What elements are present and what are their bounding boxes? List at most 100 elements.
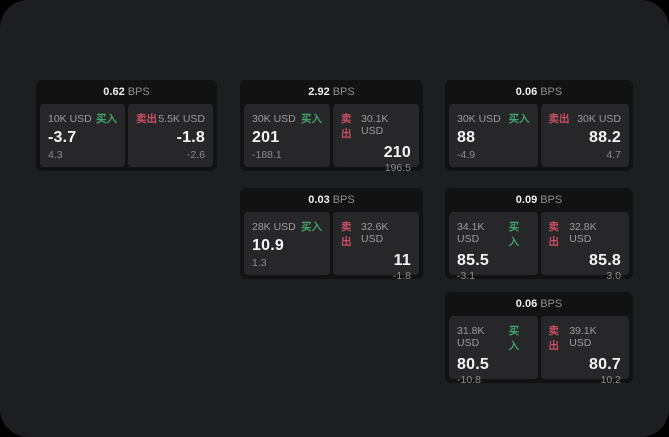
buy-delta: 1.3 <box>252 257 267 269</box>
quote-card-2: 2.92 BPS 30K USD 买入 201 -188.1 卖出 30.1K U… <box>240 80 423 174</box>
spread-header: 0.06 BPS <box>445 80 633 104</box>
sell-price: 11 <box>393 252 411 269</box>
quote-card-4: 0.03 BPS 28K USD 买入 10.9 1.3 卖出 32.6K USD… <box>240 188 423 282</box>
spread-header: 0.03 BPS <box>240 188 423 212</box>
buy-label: 买入 <box>96 113 117 125</box>
spread-value: 2.92 <box>308 86 330 98</box>
buy-price: 80.5 <box>457 356 489 373</box>
buy-panel[interactable]: 30K USD 买入 88 -4.9 <box>449 104 538 167</box>
sell-price: 88.2 <box>589 129 621 146</box>
buy-size: 34.1K USD <box>457 221 485 245</box>
spread-value: 0.06 <box>515 86 538 98</box>
buy-panel[interactable]: 28K USD 买入 10.9 1.3 <box>244 212 330 275</box>
sell-label: 卖出 <box>136 113 157 125</box>
sell-panel-top: 卖出 30.1K USD <box>341 111 411 141</box>
spread-header: 0.62 BPS <box>36 80 217 104</box>
buy-panel[interactable]: 34.1K USD 买入 85.5 -3.1 <box>449 212 538 282</box>
sell-panel[interactable]: 卖出 32.6K USD 11 -1.8 <box>333 212 419 282</box>
buy-size: 10K USD <box>48 113 92 125</box>
buy-label: 买入 <box>508 221 520 248</box>
buy-delta: -188.1 <box>252 149 282 161</box>
buy-price: -3.7 <box>48 129 77 146</box>
sell-panel-top: 卖出 32.6K USD <box>341 219 411 249</box>
quote-card-6: 0.06 BPS 31.8K USD 买入 80.5 -10.8 卖出 39.1K… <box>445 292 633 386</box>
spread-unit-label: BPS <box>540 298 563 310</box>
buy-size: 31.8K USD <box>457 325 485 349</box>
spread-value: 0.62 <box>103 86 125 98</box>
buy-delta: -10.8 <box>457 374 481 386</box>
sell-panel-top: 卖出 39.1K USD <box>549 323 622 353</box>
buy-delta: 4.3 <box>48 149 63 161</box>
sell-panel-top: 卖出 5.5K USD <box>136 111 205 126</box>
sell-panel[interactable]: 卖出 30K USD 88.2 4.7 <box>540 104 629 167</box>
sell-label: 卖出 <box>548 113 570 125</box>
buy-size: 28K USD <box>252 221 296 233</box>
buy-panel-top: 28K USD 买入 <box>252 219 322 234</box>
quote-body: 30K USD 买入 88 -4.9 卖出 30K USD 88.2 4.7 <box>445 104 633 171</box>
spread-unit-label: BPS <box>127 86 150 98</box>
sell-delta: 196.5 <box>384 162 411 174</box>
buy-panel[interactable]: 10K USD 买入 -3.7 4.3 <box>40 104 125 167</box>
sell-size: 30.1K USD <box>360 113 389 137</box>
buy-label: 买入 <box>301 221 322 233</box>
spread-value: 0.09 <box>515 194 538 206</box>
sell-price: 85.8 <box>589 252 621 269</box>
spread-unit-label: BPS <box>540 194 563 206</box>
sell-panel[interactable]: 卖出 39.1K USD 80.7 10.2 <box>540 316 629 386</box>
buy-size: 30K USD <box>252 113 296 125</box>
sell-price: 210 <box>383 144 411 161</box>
sell-delta: 3.0 <box>606 270 621 282</box>
quote-body: 30K USD 买入 201 -188.1 卖出 30.1K USD 210 1… <box>240 104 423 174</box>
buy-panel-top: 10K USD 买入 <box>48 111 117 126</box>
sell-delta: 4.7 <box>606 149 621 161</box>
sell-size: 30K USD <box>577 113 621 125</box>
spread-unit-label: BPS <box>332 86 355 98</box>
buy-price: 88 <box>457 129 476 146</box>
sell-price: -1.8 <box>176 129 205 146</box>
sell-panel-top: 卖出 32.8K USD <box>549 219 622 249</box>
sell-label: 卖出 <box>341 221 352 248</box>
buy-label: 买入 <box>508 325 520 352</box>
sell-label: 卖出 <box>548 325 560 352</box>
sell-panel-top: 卖出 30K USD <box>549 111 622 126</box>
sell-size: 32.8K USD <box>569 221 597 245</box>
quote-card-1: 0.62 BPS 10K USD 买入 -3.7 4.3 卖出 5.5K USD … <box>36 80 217 171</box>
sell-delta: -1.8 <box>392 270 411 282</box>
buy-panel[interactable]: 31.8K USD 买入 80.5 -10.8 <box>449 316 538 386</box>
quote-body: 34.1K USD 买入 85.5 -3.1 卖出 32.8K USD 85.8… <box>445 212 633 282</box>
quote-body: 28K USD 买入 10.9 1.3 卖出 32.6K USD 11 -1.8 <box>240 212 423 282</box>
spread-value: 0.06 <box>515 298 538 310</box>
buy-size: 30K USD <box>457 113 501 125</box>
buy-delta: -3.1 <box>457 270 476 282</box>
buy-panel-top: 31.8K USD 买入 <box>457 323 530 353</box>
sell-panel[interactable]: 卖出 32.8K USD 85.8 3.0 <box>540 212 629 282</box>
buy-delta: -4.9 <box>457 149 476 161</box>
sell-panel[interactable]: 卖出 30.1K USD 210 196.5 <box>333 104 419 174</box>
sell-price: 80.7 <box>589 356 621 373</box>
buy-price: 10.9 <box>252 237 284 254</box>
sell-label: 卖出 <box>548 221 560 248</box>
spread-header: 2.92 BPS <box>240 80 423 104</box>
spread-value: 0.03 <box>308 194 330 206</box>
sell-label: 卖出 <box>341 113 352 140</box>
spread-header: 0.06 BPS <box>445 292 633 316</box>
sell-size: 5.5K USD <box>158 113 205 125</box>
quote-card-5: 0.09 BPS 34.1K USD 买入 85.5 -3.1 卖出 32.8K … <box>445 188 633 282</box>
buy-label: 买入 <box>508 113 530 125</box>
buy-panel-top: 30K USD 买入 <box>252 111 322 126</box>
sell-panel[interactable]: 卖出 5.5K USD -1.8 -2.6 <box>128 104 213 167</box>
sell-size: 39.1K USD <box>569 325 597 349</box>
buy-panel-top: 34.1K USD 买入 <box>457 219 530 249</box>
buy-panel[interactable]: 30K USD 买入 201 -188.1 <box>244 104 330 167</box>
spread-unit-label: BPS <box>540 86 563 98</box>
sell-delta: 10.2 <box>600 374 621 386</box>
buy-price: 85.5 <box>457 252 489 269</box>
quote-card-3: 0.06 BPS 30K USD 买入 88 -4.9 卖出 30K USD 88… <box>445 80 633 171</box>
buy-price: 201 <box>252 129 280 146</box>
quote-body: 31.8K USD 买入 80.5 -10.8 卖出 39.1K USD 80.… <box>445 316 633 386</box>
spread-header: 0.09 BPS <box>445 188 633 212</box>
spread-unit-label: BPS <box>332 194 355 206</box>
sell-delta: -2.6 <box>186 149 205 161</box>
buy-panel-top: 30K USD 买入 <box>457 111 530 126</box>
